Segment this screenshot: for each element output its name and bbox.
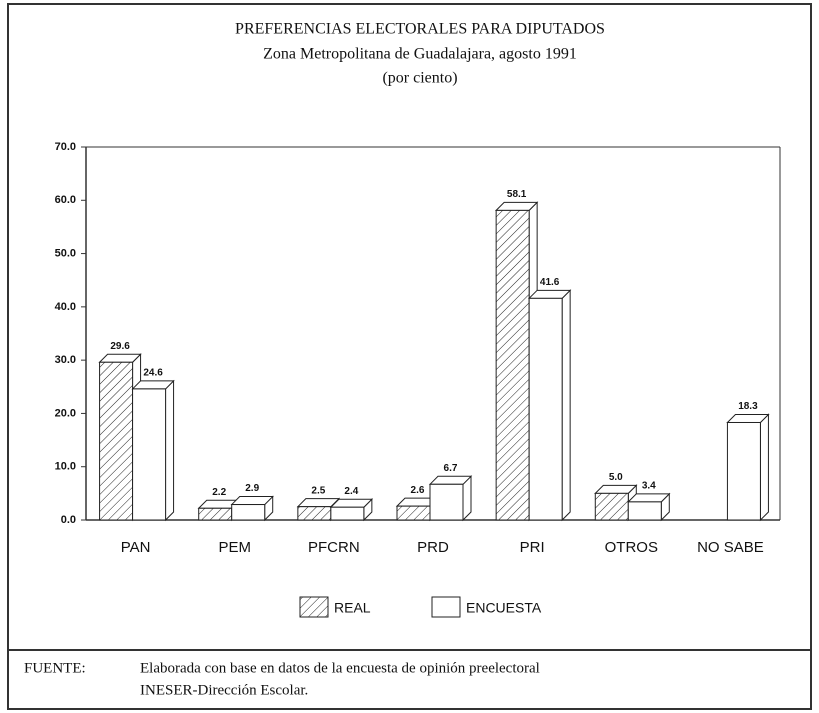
- bar: [132, 388, 167, 521]
- bar: [198, 507, 233, 521]
- unit-note: (por ciento): [382, 70, 457, 87]
- bar-top: [726, 413, 770, 423]
- y-tick-label: 0.0: [61, 514, 76, 526]
- value-label: 29.6: [110, 341, 130, 352]
- x-tick-label: PRD: [417, 539, 449, 556]
- x-tick-label: PFCRN: [308, 539, 360, 556]
- y-tick-label: 20.0: [55, 407, 76, 419]
- value-label: 2.5: [311, 485, 325, 496]
- value-label: 2.2: [212, 487, 226, 498]
- bar-side: [759, 413, 769, 522]
- value-label: 5.0: [609, 472, 623, 483]
- bar-top: [230, 496, 274, 506]
- x-tick-label: PAN: [121, 539, 151, 556]
- value-label: 41.6: [540, 277, 560, 288]
- bar-top: [594, 484, 638, 494]
- x-tick-label: OTROS: [605, 539, 658, 556]
- chart-subtitle: Zona Metropolitana de Guadalajara, agost…: [263, 46, 577, 63]
- bar-top: [428, 475, 473, 485]
- bar: [528, 297, 563, 521]
- y-tick-label: 50.0: [55, 247, 76, 259]
- bar-top: [627, 493, 671, 503]
- y-tick-label: 10.0: [55, 461, 76, 473]
- value-label: 24.6: [143, 368, 163, 379]
- bar: [627, 501, 662, 521]
- source-line: INESER-Dirección Escolar.: [140, 682, 308, 698]
- value-label: 3.4: [642, 481, 656, 492]
- legend-label: ENCUESTA: [466, 600, 542, 616]
- x-tick-label: PRI: [520, 539, 545, 556]
- frame: [7, 3, 812, 710]
- bar-top: [494, 201, 539, 211]
- value-label: 2.4: [344, 486, 358, 497]
- bar-side: [561, 289, 571, 522]
- x-tick-label: NO SABE: [697, 539, 764, 556]
- bar: [429, 483, 464, 521]
- chart-title: PREFERENCIAS ELECTORALES PARA DIPUTADOS: [235, 21, 605, 38]
- y-tick-label: 30.0: [55, 354, 76, 366]
- bar: [231, 504, 266, 521]
- bar: [495, 209, 530, 521]
- value-label: 2.6: [411, 485, 425, 496]
- legend-swatch: [299, 596, 329, 618]
- bar: [594, 492, 629, 521]
- bar-top: [98, 353, 142, 363]
- y-tick-label: 40.0: [55, 301, 76, 313]
- bar-side: [165, 379, 175, 522]
- bar: [99, 361, 134, 521]
- value-label: 6.7: [444, 463, 458, 474]
- bar: [396, 505, 431, 521]
- source-line: Elaborada con base en datos de la encues…: [140, 660, 540, 676]
- value-label: 2.9: [245, 483, 259, 494]
- legend-swatch: [431, 596, 461, 618]
- bar-top: [527, 289, 572, 299]
- bar: [330, 506, 365, 521]
- bar: [726, 421, 761, 521]
- bar: [297, 506, 332, 521]
- x-tick-label: PEM: [218, 539, 251, 556]
- bar-top: [131, 380, 175, 390]
- bar-top: [329, 498, 374, 508]
- value-label: 58.1: [507, 189, 527, 200]
- source-label: FUENTE:: [24, 660, 86, 676]
- y-tick-label: 60.0: [55, 194, 76, 206]
- legend-label: REAL: [334, 600, 371, 616]
- y-tick-label: 70.0: [55, 141, 76, 153]
- value-label: 18.3: [738, 401, 758, 412]
